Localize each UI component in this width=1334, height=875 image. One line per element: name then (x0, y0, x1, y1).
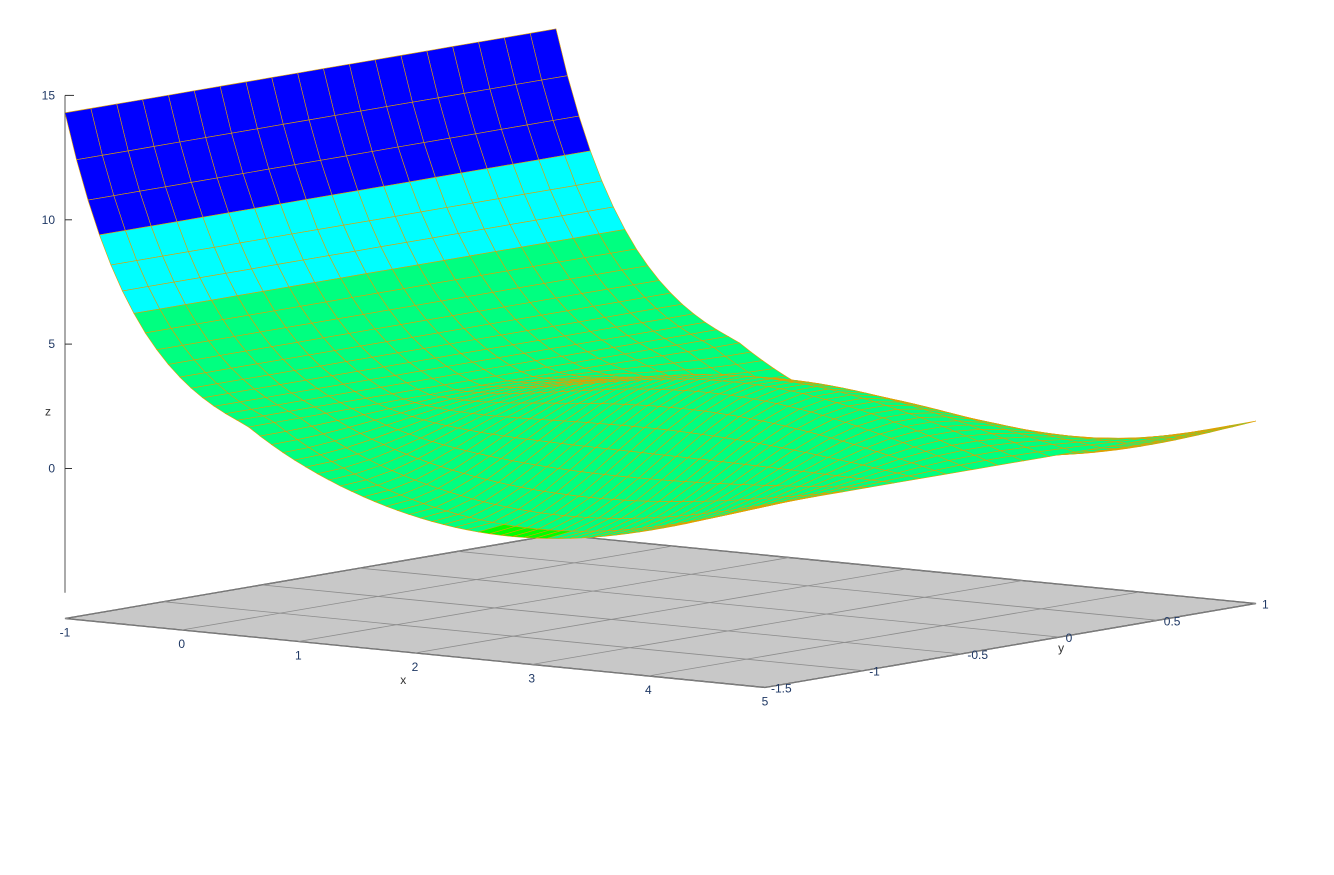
svg-text:4: 4 (645, 683, 652, 697)
svg-text:2: 2 (412, 660, 419, 674)
svg-text:0: 0 (48, 462, 55, 476)
svg-text:10: 10 (42, 213, 56, 227)
svg-text:0: 0 (1066, 631, 1073, 645)
svg-text:z: z (45, 404, 51, 418)
svg-text:0.5: 0.5 (1164, 614, 1181, 628)
svg-text:-1.5: -1.5 (771, 682, 792, 696)
svg-text:5: 5 (48, 337, 55, 351)
svg-text:x: x (400, 673, 406, 687)
svg-text:1: 1 (1262, 598, 1269, 612)
svg-text:-1: -1 (869, 665, 880, 679)
svg-text:-1: -1 (60, 626, 71, 640)
svg-text:y: y (1058, 641, 1064, 655)
svg-text:3: 3 (528, 672, 535, 686)
svg-text:-0.5: -0.5 (967, 648, 988, 662)
svg-text:5: 5 (762, 695, 769, 709)
svg-text:0: 0 (178, 637, 185, 651)
svg-text:15: 15 (42, 88, 56, 102)
svg-text:1: 1 (295, 649, 302, 663)
